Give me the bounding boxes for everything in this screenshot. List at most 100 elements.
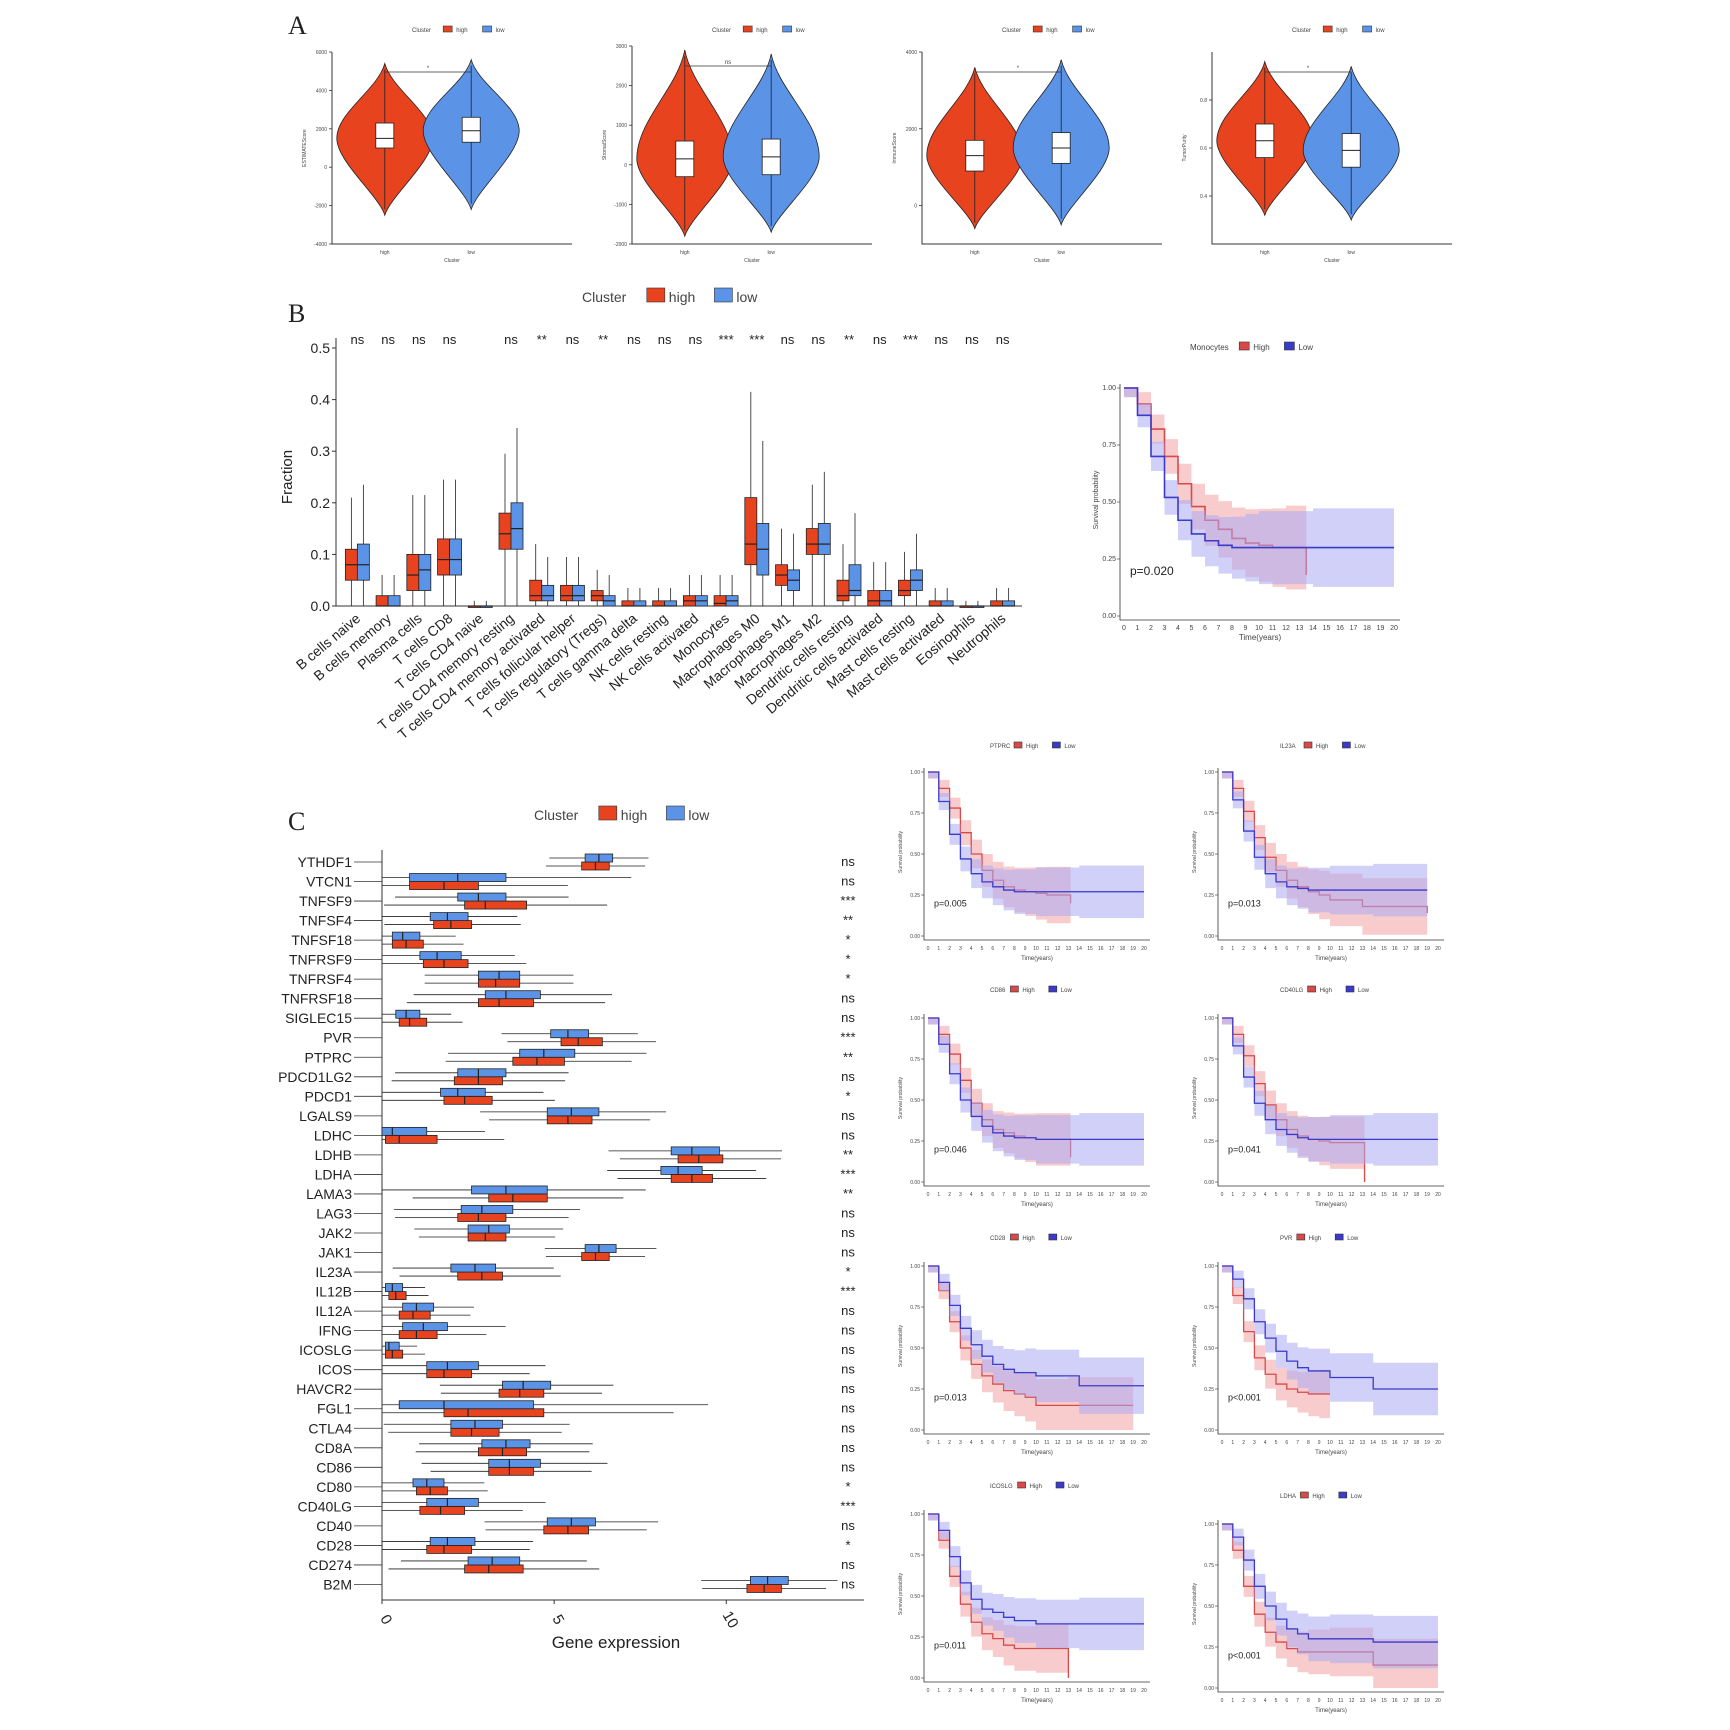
km-il23a-xtick-label: 10: [1327, 946, 1333, 952]
km-cd28-xtick-label: 18: [1120, 1440, 1126, 1446]
km-monocytes-xtick-label: 13: [1296, 625, 1304, 632]
km-pvr-xtick-label: 19: [1424, 1440, 1430, 1446]
km-monocytes-xtick-label: 3: [1163, 625, 1167, 632]
gene-expression-signif: ns: [841, 874, 855, 889]
km-cd86-xtick-label: 5: [981, 1192, 984, 1198]
cell-fraction-box-low: [418, 554, 432, 591]
gene-expression-box-high: [426, 1369, 472, 1379]
gene-expression-box-low: [457, 892, 507, 902]
gene-expression-signif: ns: [841, 1225, 855, 1240]
gene-expression-signif: **: [843, 1186, 853, 1201]
gene-expression-ytick-label: SIGLEC15: [285, 1010, 352, 1026]
gene-expression-signif: ns: [841, 1557, 855, 1572]
cell-fraction-box-high: [867, 590, 881, 607]
km-cd86-xtick-label: 20: [1141, 1192, 1147, 1198]
km-monocytes-xtick-label: 15: [1323, 625, 1331, 632]
km-icoslg-xtick-label: 2: [948, 1688, 951, 1694]
km-ldha-ytick-label: 0.50: [1204, 1604, 1214, 1610]
gene-expression-box-low: [502, 1380, 552, 1390]
km-cd86-pvalue: p=0.046: [934, 1144, 967, 1154]
cell-fraction-box-low: [879, 590, 893, 607]
km-il23a-xtick-label: 2: [1242, 946, 1245, 952]
km-pvr-ylabel: Survival probability: [1192, 1325, 1198, 1367]
cell-fraction-ytick-label: 0.0: [311, 598, 331, 614]
km-monocytes-axes: [1119, 384, 1400, 621]
cell-fraction-box-high: [990, 600, 1004, 607]
km-monocytes-ytick-label: 0.00: [1102, 613, 1116, 620]
km-cd86-xtick-label: 17: [1109, 1192, 1115, 1198]
km-il23a-xtick-label: 13: [1360, 946, 1366, 952]
km-monocytes-ci-low: [1124, 388, 1394, 590]
km-icoslg-xtick-label: 9: [1024, 1688, 1027, 1694]
km-il23a-xtick-label: 20: [1435, 946, 1441, 952]
gene-expression-box-high: [457, 1213, 507, 1222]
gene-expression-ytick-label: CD40: [316, 1518, 352, 1534]
km-cd86-ylabel: Survival probability: [898, 1077, 904, 1119]
km-cd28-ylabel: Survival probability: [898, 1325, 904, 1367]
violin-a4-legend-label-high: high: [1336, 28, 1347, 34]
gene-expression-box-low: [484, 990, 541, 1000]
km-cd40lg-pvalue: p=0.041: [1228, 1144, 1261, 1154]
violin-box-high: [375, 122, 395, 149]
gene-expression-signif: ns: [841, 1459, 855, 1474]
gene-expression-signif: **: [843, 1049, 853, 1064]
cell-fraction-legend-title: Cluster: [582, 289, 627, 305]
cell-fraction-signif: ***: [903, 332, 918, 347]
km-monocytes-xtick-label: 0: [1122, 625, 1126, 632]
cell-fraction-legend: Cluster high low: [582, 287, 758, 305]
gene-expression-box-low: [426, 1497, 479, 1507]
gene-expression-ytick-label: LAMA3: [306, 1186, 352, 1202]
km-pvr-xtick-label: 15: [1381, 1440, 1387, 1446]
km-cd86-legend-key-high: [1010, 985, 1019, 993]
gene-expression-signif: ns: [841, 1401, 855, 1416]
cell-fraction-legend-key-high: [646, 287, 666, 303]
gene-expression-box-high: [443, 1095, 493, 1105]
cell-fraction-signif: ns: [627, 332, 641, 347]
km-cd86-xlabel: Time(years): [1021, 1202, 1053, 1208]
cell-fraction-box-high: [437, 538, 450, 576]
violin-xlabel: Cluster: [744, 258, 760, 264]
km-ldha-ylabel: Survival probability: [1192, 1583, 1198, 1625]
km-cd40lg-legend-title: CD40LG: [1280, 988, 1304, 994]
km-ptprc-xtick-label: 19: [1130, 946, 1136, 952]
gene-expression-signif: ns: [841, 1440, 855, 1455]
km-pvr-legend-label-high: High: [1309, 1236, 1321, 1242]
km-cd40lg-xlabel: Time(years): [1315, 1202, 1347, 1208]
km-monocytes-xtick-label: 10: [1255, 625, 1263, 632]
gene-expression-box-low: [429, 1537, 476, 1546]
km-cd28-xtick-label: 16: [1098, 1440, 1104, 1446]
km-cd40lg-xtick-label: 16: [1392, 1192, 1398, 1198]
km-cd40lg-legend-label-low: Low: [1358, 988, 1370, 994]
km-il23a-xtick-label: 8: [1307, 946, 1310, 952]
km-monocytes-legend-key-high: [1238, 341, 1250, 351]
km-monocytes-xtick-label: 9: [1244, 625, 1248, 632]
violin-a3-legend-title: Cluster: [1002, 28, 1021, 34]
km-cd86-xtick-label: 10: [1033, 1192, 1039, 1198]
km-cd40lg-xtick-label: 17: [1403, 1192, 1409, 1198]
gene-expression-box-high: [388, 1291, 407, 1300]
km-monocytes-ytick-label: 1.00: [1102, 385, 1116, 392]
km-ldha-curve-low: [1222, 1523, 1438, 1643]
violin-ytick-label: 4000: [906, 50, 917, 56]
km-cd40lg-legend-key-low: [1345, 985, 1355, 993]
gene-expression-box-high: [398, 1330, 438, 1340]
km-cd40lg-xtick-label: 1: [1231, 1192, 1234, 1198]
gene-expression-signif: *: [845, 1264, 850, 1279]
violin-xlabel: Cluster: [444, 258, 460, 264]
km-cd40lg-ci-low: [1222, 1018, 1438, 1168]
km-cd86-ytick-label: 0.00: [910, 1180, 920, 1186]
cell-fraction-box-high: [498, 512, 512, 550]
gene-expression-box-high: [546, 1115, 593, 1125]
violin-ytick-label: 4000: [316, 88, 327, 94]
cell-fraction-signif: ns: [965, 332, 979, 347]
km-pvr-legend-label-low: Low: [1347, 1236, 1359, 1242]
km-cd86-xtick-label: 0: [927, 1192, 930, 1198]
violin-a4-legend-key-high: [1322, 25, 1333, 33]
cell-fraction-signif: ns: [381, 332, 395, 347]
km-monocytes-xtick-label: 6: [1203, 625, 1207, 632]
km-ldha-xtick-label: 20: [1435, 1698, 1441, 1704]
km-cd40lg-xtick-label: 9: [1318, 1192, 1321, 1198]
violin-a2-legend-title: Cluster: [712, 28, 731, 34]
km-cd86-chart: 0.000.250.500.751.000 1 2 3 4 5 6 7 8 9 10 11 12 13 14…: [898, 1014, 1150, 1208]
km-il23a-xtick-label: 19: [1424, 946, 1430, 952]
